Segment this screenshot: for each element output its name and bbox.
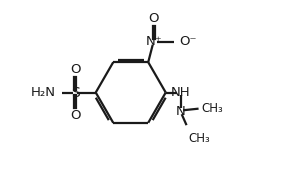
Text: O: O <box>70 63 80 76</box>
Text: CH₃: CH₃ <box>201 102 223 115</box>
Text: N: N <box>176 105 186 118</box>
Text: H₂N: H₂N <box>30 86 55 99</box>
Text: NH: NH <box>171 86 191 99</box>
Text: O⁻: O⁻ <box>179 35 197 48</box>
Text: CH₃: CH₃ <box>188 132 210 145</box>
Text: O: O <box>148 12 159 25</box>
Text: S: S <box>71 85 80 100</box>
Text: O: O <box>70 109 80 122</box>
Text: N⁺: N⁺ <box>145 35 162 48</box>
